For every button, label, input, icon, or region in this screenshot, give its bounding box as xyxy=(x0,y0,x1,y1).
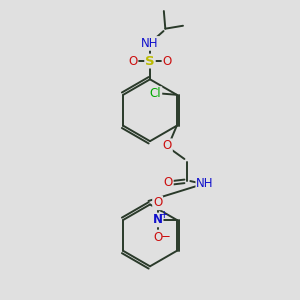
Text: O: O xyxy=(153,196,162,209)
Text: N: N xyxy=(153,213,163,226)
Text: O: O xyxy=(163,55,172,68)
Text: NH: NH xyxy=(141,37,159,50)
Text: +: + xyxy=(160,210,168,220)
Text: −: − xyxy=(160,230,170,243)
Text: S: S xyxy=(145,55,155,68)
Text: O: O xyxy=(163,139,172,152)
Text: O: O xyxy=(153,230,162,244)
Text: NH: NH xyxy=(196,177,214,190)
Text: O: O xyxy=(128,55,137,68)
Text: Cl: Cl xyxy=(150,87,161,100)
Text: O: O xyxy=(164,176,173,189)
